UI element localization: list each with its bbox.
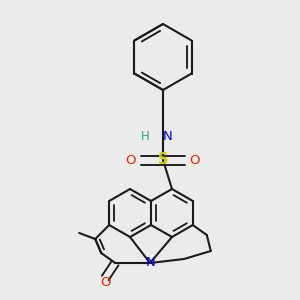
Text: S: S bbox=[158, 152, 168, 167]
Text: O: O bbox=[126, 154, 136, 166]
Text: O: O bbox=[190, 154, 200, 166]
Text: H: H bbox=[141, 130, 150, 143]
Text: N: N bbox=[163, 130, 173, 143]
Text: N: N bbox=[146, 256, 156, 269]
Text: O: O bbox=[100, 277, 110, 290]
